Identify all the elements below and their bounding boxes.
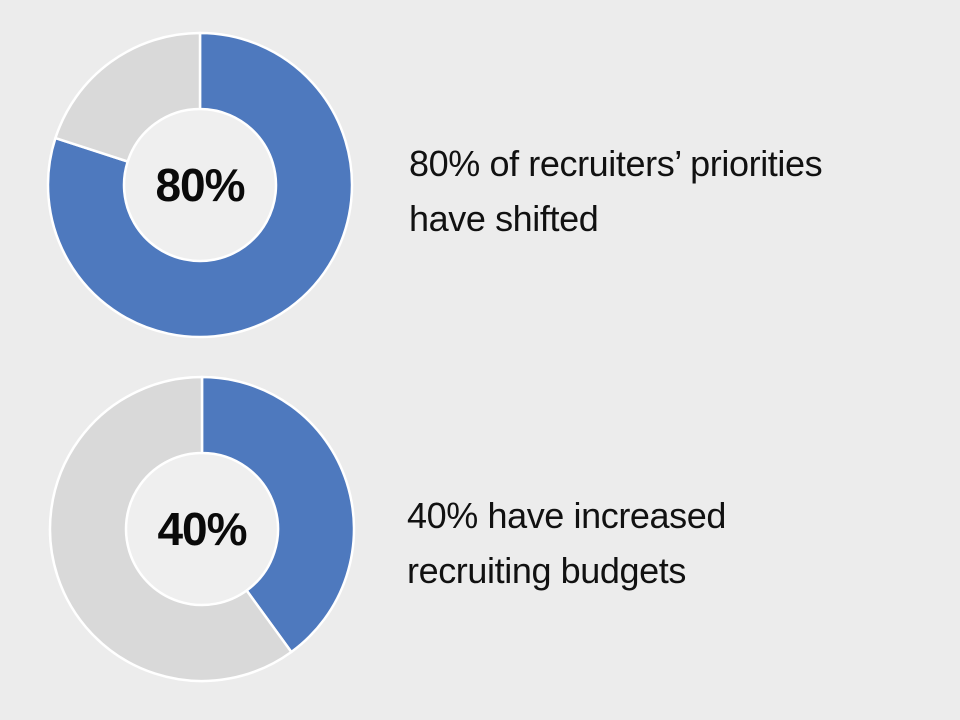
- donut-chart-priorities: 80%: [45, 30, 355, 340]
- donut-svg-priorities: [46, 31, 354, 339]
- donut-segment-highlighted: [200, 375, 356, 654]
- chart-caption-budgets: 40% have increased recruiting budgets: [407, 488, 726, 598]
- caption-line: 40% have increased: [407, 495, 727, 536]
- donut-hole: [126, 453, 278, 605]
- donut-segment-remainder: [54, 31, 202, 163]
- donut-hole: [124, 109, 276, 261]
- caption-line: recruiting budgets: [407, 550, 686, 591]
- caption-line: 80% of recruiters’ priorities: [409, 143, 823, 184]
- donut-segment-remainder: [48, 375, 293, 683]
- donut-segment-highlighted: [46, 31, 354, 339]
- donut-chart-budgets: 40%: [47, 374, 357, 684]
- caption-line: have shifted: [409, 198, 599, 239]
- chart-caption-priorities: 80% of recruiters’ priorities have shift…: [409, 136, 823, 246]
- donut-svg-budgets: [48, 375, 356, 683]
